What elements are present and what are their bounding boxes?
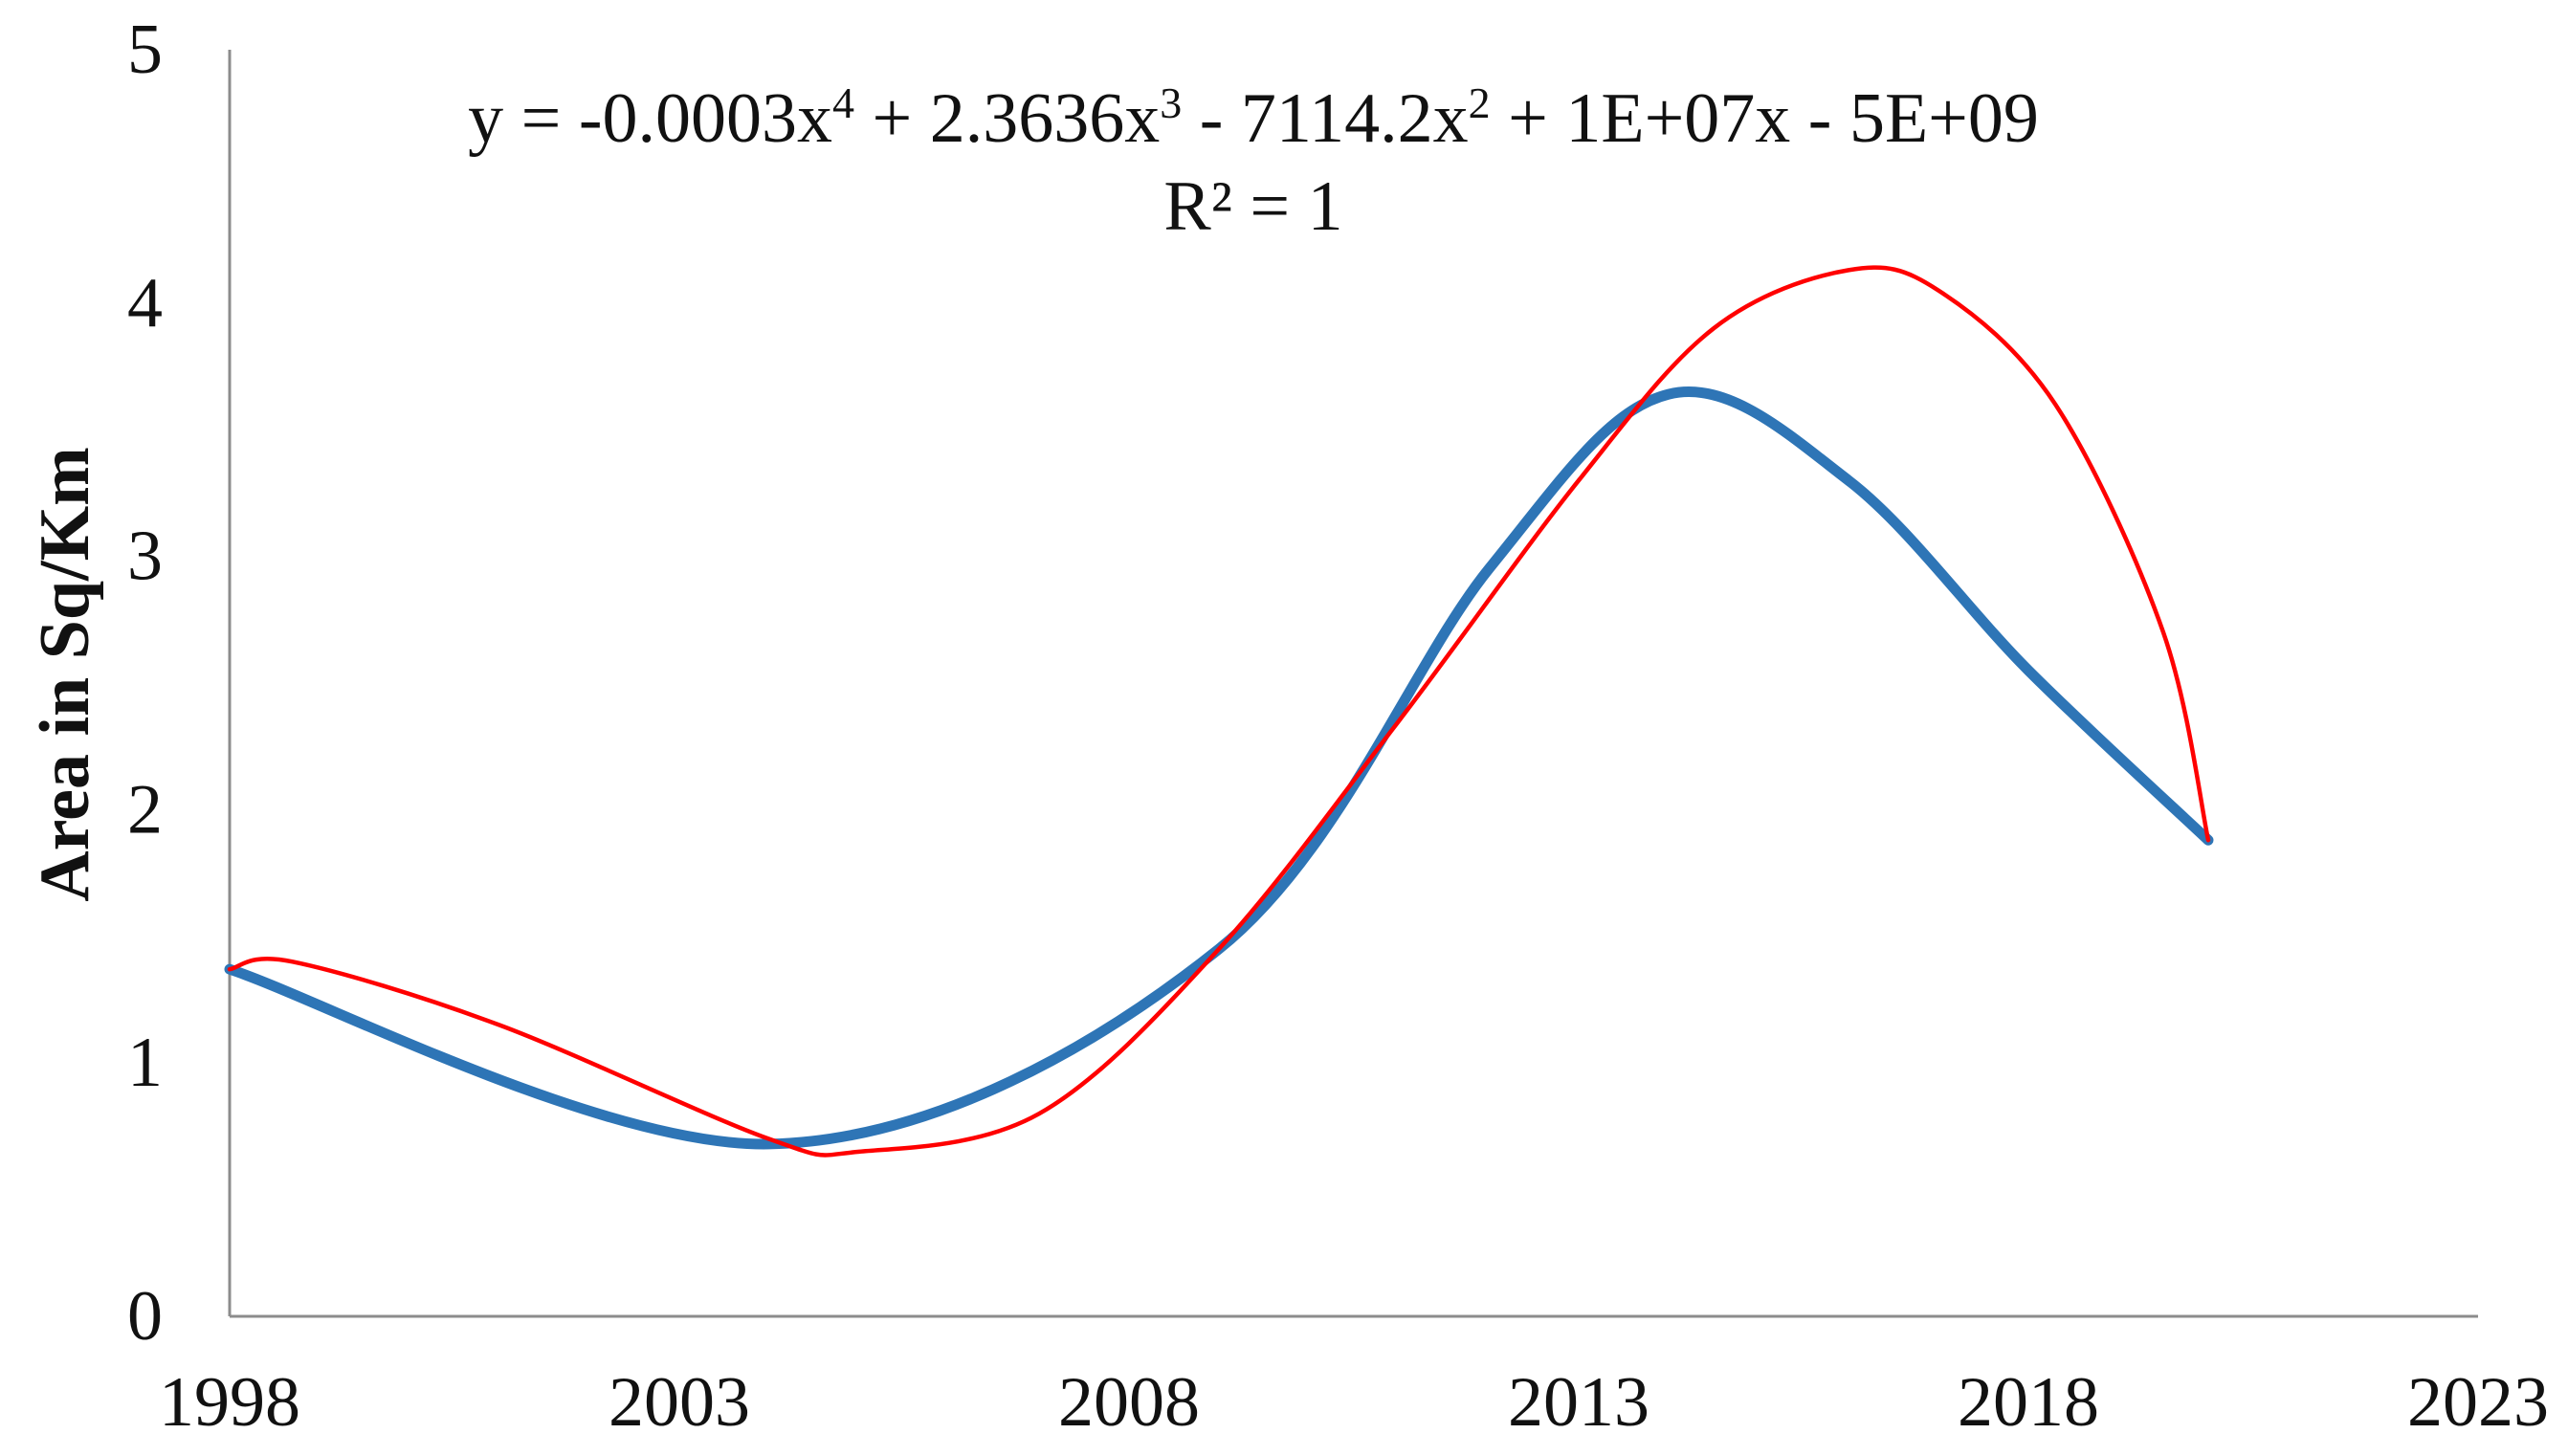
series-line-trendline <box>227 265 2211 1158</box>
y-tick-label: 2 <box>127 770 163 849</box>
equation-exponent: 4 <box>832 78 854 127</box>
x-tick-label: 2008 <box>1058 1363 1200 1442</box>
y-axis-title: Area in Sq/Km <box>26 447 104 902</box>
series-layer <box>224 265 2214 1158</box>
trendline-equation: y = -0.0003x4 + 2.3636x3 - 7114.2x2 + 1E… <box>468 78 2039 159</box>
y-tick-label: 1 <box>127 1024 163 1102</box>
equation-term: y = -0.0003x <box>468 79 832 158</box>
x-tick-label: 1998 <box>159 1363 300 1442</box>
x-tick-label: 2023 <box>2407 1363 2549 1442</box>
y-tick-label: 4 <box>127 264 163 342</box>
equation-exponent: 2 <box>1469 78 1491 127</box>
equation-term: - 7114.2x <box>1182 79 1468 158</box>
x-tick-label: 2003 <box>609 1363 750 1442</box>
equation-exponent: 3 <box>1160 78 1182 127</box>
y-tick-label: 0 <box>127 1277 163 1356</box>
x-tick-label: 2018 <box>1958 1363 2099 1442</box>
x-tick-label: 2013 <box>1508 1363 1649 1442</box>
equation-term: + 1E+07x - 5E+09 <box>1491 79 2039 158</box>
trendline-r-squared: R² = 1 <box>1163 167 1342 246</box>
y-tick-label: 3 <box>127 518 163 596</box>
text-layer: Area in Sq/Km y = -0.0003x4 + 2.3636x3 -… <box>26 78 2039 902</box>
series-line-observed <box>224 386 2214 1150</box>
equation-term: + 2.3636x <box>854 79 1160 158</box>
axes: 1998 2003 2008 2013 2018 2023 0 1 2 3 4 5 <box>127 11 2549 1442</box>
y-tick-label: 5 <box>127 11 163 89</box>
